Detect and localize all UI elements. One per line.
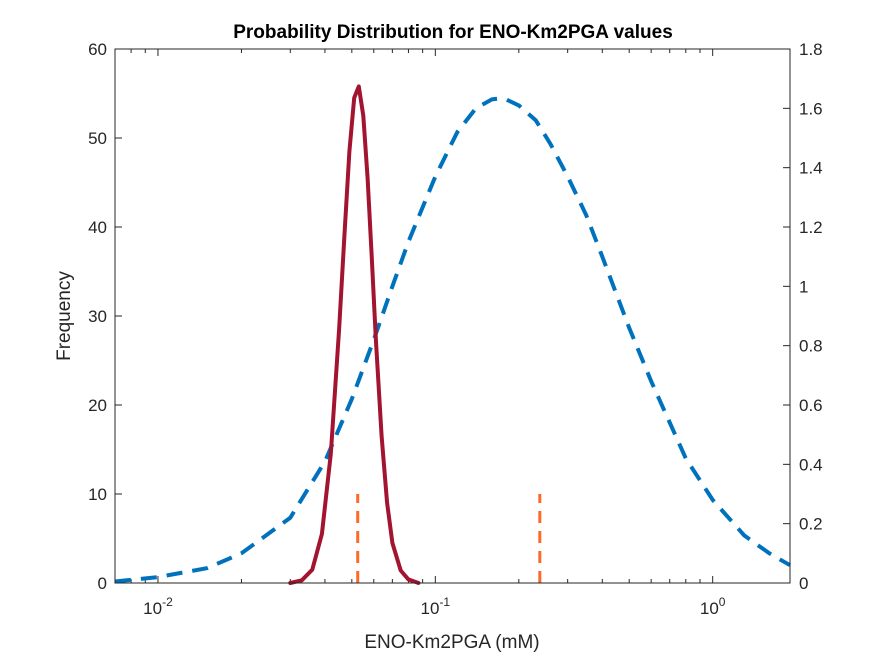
x-axis-label: ENO-Km2PGA (mM) bbox=[364, 632, 539, 653]
y-tick-label: 20 bbox=[88, 396, 107, 415]
y-tick-label: 50 bbox=[88, 129, 107, 148]
series-line-solid bbox=[288, 84, 421, 585]
x-tick-label-exponent: 0 bbox=[719, 595, 726, 609]
x-tick-label-base: 10 bbox=[143, 599, 162, 618]
y2-tick-label: 0 bbox=[799, 574, 808, 593]
x-tick-label-exponent: -2 bbox=[162, 595, 173, 609]
chart-title: Probability Distribution for ENO-Km2PGA … bbox=[233, 22, 673, 43]
x-tick-label: 10-1 bbox=[421, 595, 451, 618]
x-tick-label-base: 10 bbox=[421, 599, 440, 618]
y-tick-label: 0 bbox=[98, 574, 107, 593]
y2-tick-label: 1.8 bbox=[799, 40, 823, 59]
series-layer bbox=[114, 84, 791, 585]
y2-axis-ticks: 0 0.2 0.4 0.6 0.8 1 1.2 1.4 1.6 1.8 bbox=[783, 40, 823, 593]
y2-tick-label: 1.2 bbox=[799, 218, 823, 237]
y2-tick-label: 1 bbox=[799, 277, 808, 296]
y2-tick-label: 0.6 bbox=[799, 396, 823, 415]
x-axis-ticks: 10-2 10-1 100 bbox=[114, 49, 726, 618]
y-tick-label: 30 bbox=[88, 307, 107, 326]
y-axis-label: Frequency bbox=[54, 271, 75, 361]
y-tick-label: 10 bbox=[88, 485, 107, 504]
y-tick-label: 60 bbox=[88, 40, 107, 59]
x-tick-label-base: 10 bbox=[700, 599, 719, 618]
x-tick-label: 100 bbox=[700, 595, 726, 618]
y2-tick-label: 0.2 bbox=[799, 515, 823, 534]
y2-tick-label: 0.4 bbox=[799, 455, 823, 474]
series-line-dashed bbox=[114, 96, 791, 584]
x-tick-label: 10-2 bbox=[143, 595, 173, 618]
axes-box bbox=[114, 48, 791, 584]
y2-tick-label: 1.6 bbox=[799, 99, 823, 118]
y-axis-ticks: 0 10 20 30 40 50 60 bbox=[88, 40, 122, 593]
y2-tick-label: 1.4 bbox=[799, 159, 823, 178]
y2-tick-label: 0.8 bbox=[799, 337, 823, 356]
x-tick-label-exponent: -1 bbox=[439, 595, 450, 609]
y-tick-label: 40 bbox=[88, 218, 107, 237]
